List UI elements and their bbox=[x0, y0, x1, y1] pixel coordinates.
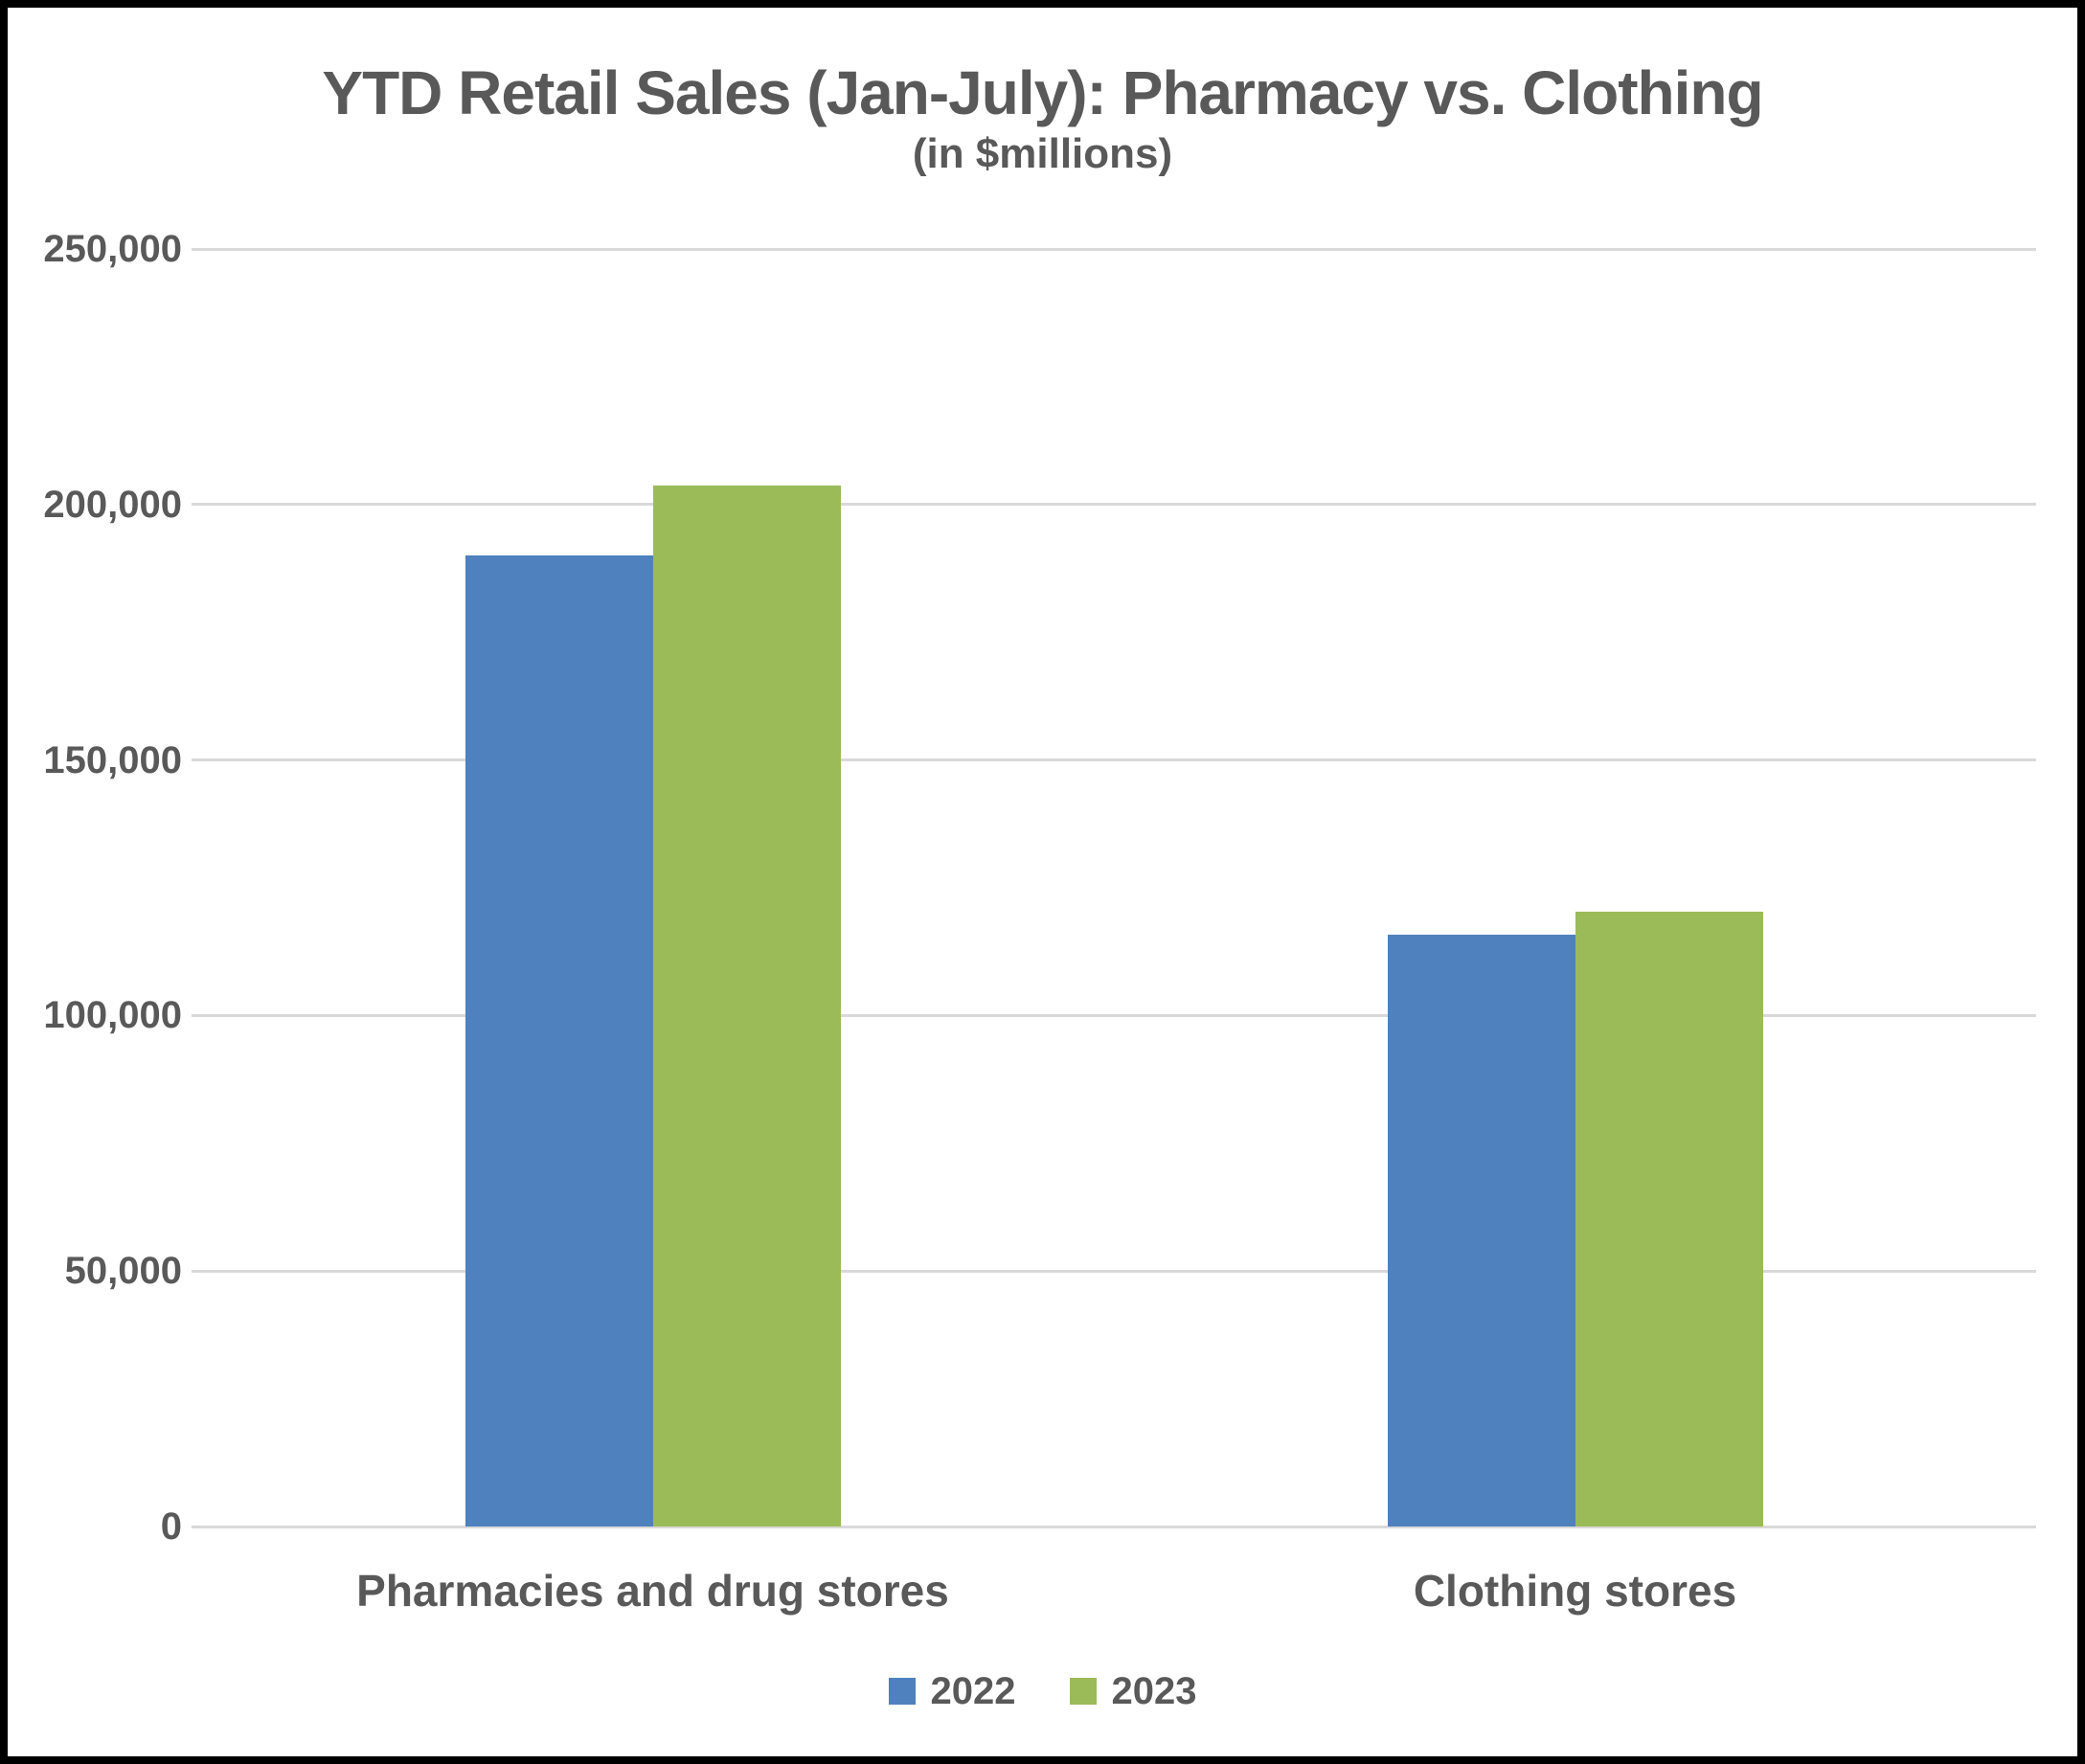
legend-item-2022: 2022 bbox=[888, 1669, 1016, 1713]
legend: 2022 2023 bbox=[8, 1661, 2077, 1722]
y-axis-tick-label: 250,000 bbox=[43, 228, 182, 270]
chart-title: YTD Retail Sales (Jan-July): Pharmacy vs… bbox=[322, 58, 1763, 127]
y-axis-tick-label: 150,000 bbox=[43, 738, 182, 781]
bar-2022-clothing-stores bbox=[1387, 935, 1575, 1527]
bar-2022-pharmacies-and-drug-stores bbox=[465, 555, 653, 1527]
legend-label-2022: 2022 bbox=[930, 1669, 1016, 1712]
gridline-0 bbox=[192, 1525, 2036, 1528]
gridline-100000 bbox=[192, 1013, 2036, 1017]
gridline-200000 bbox=[192, 503, 2036, 507]
y-axis-tick-label: 50,000 bbox=[64, 1250, 182, 1293]
gridline-250000 bbox=[192, 247, 2036, 251]
legend-swatch-2022 bbox=[888, 1678, 916, 1705]
legend-swatch-2023 bbox=[1069, 1678, 1097, 1705]
legend-label-2023: 2023 bbox=[1111, 1669, 1197, 1712]
y-axis-tick-label: 200,000 bbox=[43, 483, 182, 526]
bar-2023-clothing-stores bbox=[1575, 912, 1763, 1527]
gridline-150000 bbox=[192, 758, 2036, 762]
y-axis-tick-label: 0 bbox=[160, 1505, 182, 1548]
category-label-pharmacies-and-drug-stores: Pharmacies and drug stores bbox=[356, 1566, 949, 1616]
bar-2023-pharmacies-and-drug-stores bbox=[652, 485, 841, 1527]
gridline-50000 bbox=[192, 1269, 2036, 1273]
category-label-clothing-stores: Clothing stores bbox=[1413, 1566, 1737, 1616]
legend-item-2023: 2023 bbox=[1069, 1669, 1197, 1713]
y-axis-tick-label: 100,000 bbox=[43, 994, 182, 1037]
chart-subtitle: (in $millions) bbox=[912, 130, 1173, 177]
